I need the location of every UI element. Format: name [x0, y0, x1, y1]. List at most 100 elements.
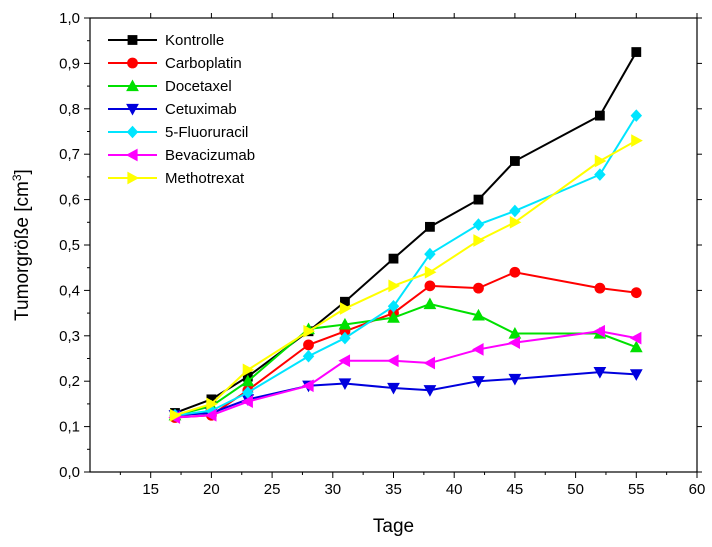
x-axis-title: Tage — [373, 516, 414, 537]
legend-marker — [126, 125, 139, 139]
data-point — [629, 369, 643, 381]
axes: 15 20 25 30 35 40 45 50 55 60 0,0 0,1 0,2 0,3 0,4 0,5 0,… — [59, 10, 705, 498]
data-point — [388, 279, 401, 293]
data-point — [473, 234, 486, 247]
data-point — [509, 156, 520, 166]
x-tick-label: 45 — [507, 481, 524, 498]
legend-item: Carboplatin — [108, 55, 242, 72]
data-point — [388, 253, 399, 264]
data-point — [594, 110, 605, 121]
data-point — [338, 354, 351, 368]
data-point — [472, 308, 485, 321]
legend-label: Bevacizumab — [165, 147, 255, 164]
legend-marker — [127, 171, 140, 185]
y-tick-label: 0,0 — [59, 464, 80, 481]
y-tick-label: 0,5 — [59, 237, 80, 254]
data-point — [509, 266, 521, 278]
series-methotrexat — [169, 134, 643, 422]
legend-label: Methotrexat — [165, 170, 245, 187]
data-point — [629, 340, 643, 353]
data-point — [425, 221, 435, 232]
data-point — [387, 382, 400, 395]
legend-item: Docetaxel — [108, 78, 232, 95]
data-point — [241, 374, 255, 387]
data-point — [630, 109, 643, 122]
y-tick-label: 0,3 — [59, 328, 80, 345]
y-tick-label: 0,9 — [59, 55, 80, 72]
x-tick-label: 20 — [203, 481, 220, 498]
data-point — [473, 194, 484, 205]
data-point — [387, 299, 400, 313]
data-point — [508, 326, 522, 339]
y-axis-title-sup: 3 — [10, 174, 24, 181]
data-point — [338, 378, 352, 391]
series-line — [174, 51, 638, 414]
x-tick-label: 15 — [142, 481, 159, 498]
data-point — [339, 302, 352, 315]
data-point — [242, 363, 255, 377]
data-point — [386, 354, 399, 368]
legend-marker — [127, 57, 138, 69]
data-point — [423, 297, 437, 310]
data-point — [594, 154, 607, 168]
data-point — [508, 336, 520, 349]
data-point — [424, 247, 436, 261]
data-point — [594, 282, 606, 294]
series-layer — [168, 47, 643, 424]
x-tick-label: 60 — [689, 481, 706, 498]
legend: Kontrolle Carboplatin Docetaxel Cetuximab 5-… — [108, 32, 255, 187]
series-5-fluoruracil — [169, 109, 643, 422]
data-point — [473, 282, 484, 294]
data-point — [423, 356, 436, 370]
data-point — [339, 331, 351, 345]
legend-marker — [126, 103, 139, 116]
x-tick-label: 35 — [385, 481, 402, 498]
legend-label: Carboplatin — [165, 55, 242, 72]
data-point — [472, 376, 485, 388]
data-point — [508, 373, 522, 386]
legend-marker — [127, 35, 138, 45]
data-point — [303, 339, 314, 351]
y-tick-label: 0,1 — [59, 419, 80, 436]
series-bevacizumab — [168, 324, 642, 424]
legend-item: Methotrexat — [108, 170, 245, 187]
data-point — [593, 367, 607, 379]
data-point — [387, 311, 400, 323]
data-point — [631, 47, 642, 57]
data-point — [423, 385, 437, 397]
data-point — [302, 349, 315, 363]
data-point — [630, 287, 642, 299]
legend-marker — [125, 148, 138, 162]
data-point — [301, 379, 314, 393]
y-axis-title-end: ] — [12, 169, 33, 174]
legend-marker — [126, 79, 139, 92]
series-kontrolle — [170, 47, 642, 418]
x-tick-label: 30 — [324, 481, 341, 498]
legend-label: Kontrolle — [165, 32, 224, 49]
x-tick-label: 25 — [264, 481, 281, 498]
legend-item: 5-Fluoruracil — [108, 124, 248, 141]
y-axis-title-main: Tumorgröße [cm — [12, 181, 33, 321]
data-point — [204, 408, 217, 422]
data-point — [424, 265, 437, 279]
series-cetuximab — [168, 367, 643, 422]
data-point — [509, 215, 522, 229]
y-axis-title: Tumorgröße [cm3] — [10, 169, 33, 321]
data-point — [471, 343, 484, 356]
data-point — [338, 317, 352, 330]
legend-label: Cetuximab — [165, 101, 237, 118]
data-point — [629, 331, 642, 345]
legend-label: Docetaxel — [165, 78, 232, 95]
x-tick-label: 40 — [446, 481, 463, 498]
data-point — [594, 168, 606, 181]
y-tick-label: 0,4 — [59, 282, 80, 299]
data-point — [169, 408, 182, 422]
y-tick-label: 0,2 — [59, 373, 80, 390]
y-tick-label: 0,8 — [59, 101, 80, 118]
x-tick-label: 50 — [567, 481, 584, 498]
data-point — [241, 395, 253, 409]
data-point — [206, 397, 218, 411]
legend-label: 5-Fluoruracil — [165, 124, 248, 141]
data-point — [472, 218, 485, 231]
legend-item: Cetuximab — [108, 101, 237, 118]
